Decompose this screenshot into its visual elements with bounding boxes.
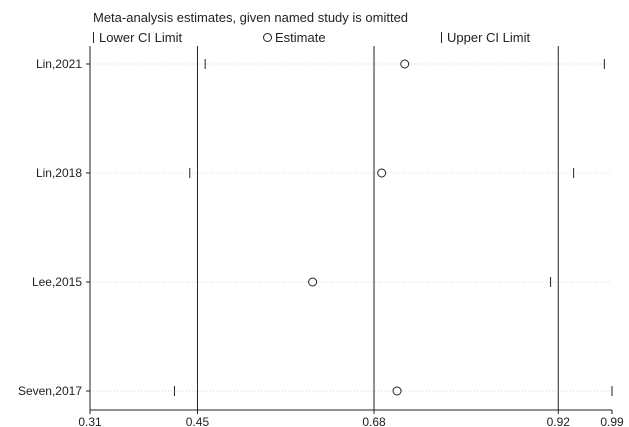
legend-estimate: Estimate: [263, 28, 326, 46]
x-tick-label: 0.92: [547, 415, 571, 427]
estimate-point: [377, 168, 387, 178]
estimate-marker-icon: [263, 32, 272, 42]
x-tick-label: 0.99: [600, 415, 624, 427]
study-label: Seven,2017: [18, 384, 82, 398]
study-label: Lin,2021: [36, 57, 82, 71]
x-tick-label: 0.45: [186, 415, 210, 427]
chart-title: Meta-analysis estimates, given named stu…: [93, 10, 409, 25]
estimate-point: [392, 386, 402, 396]
upper-ci-marker-icon: [441, 31, 442, 43]
x-tick-label: 0.31: [78, 415, 102, 427]
estimate-point: [400, 59, 410, 69]
study-label: Lin,2018: [36, 166, 82, 180]
legend-estimate-label: Estimate: [275, 29, 326, 45]
legend-lower-ci-label: Lower CI Limit: [99, 29, 183, 45]
x-tick-label: 0.68: [362, 415, 386, 427]
legend-upper-ci-label: Upper CI Limit: [447, 29, 531, 45]
estimate-point: [308, 277, 318, 287]
legend-upper-ci: Upper CI Limit: [441, 28, 530, 46]
lower-ci-marker-icon: [93, 31, 94, 43]
study-label: Lee,2015: [32, 275, 82, 289]
legend-lower-ci: Lower CI Limit: [93, 28, 182, 46]
